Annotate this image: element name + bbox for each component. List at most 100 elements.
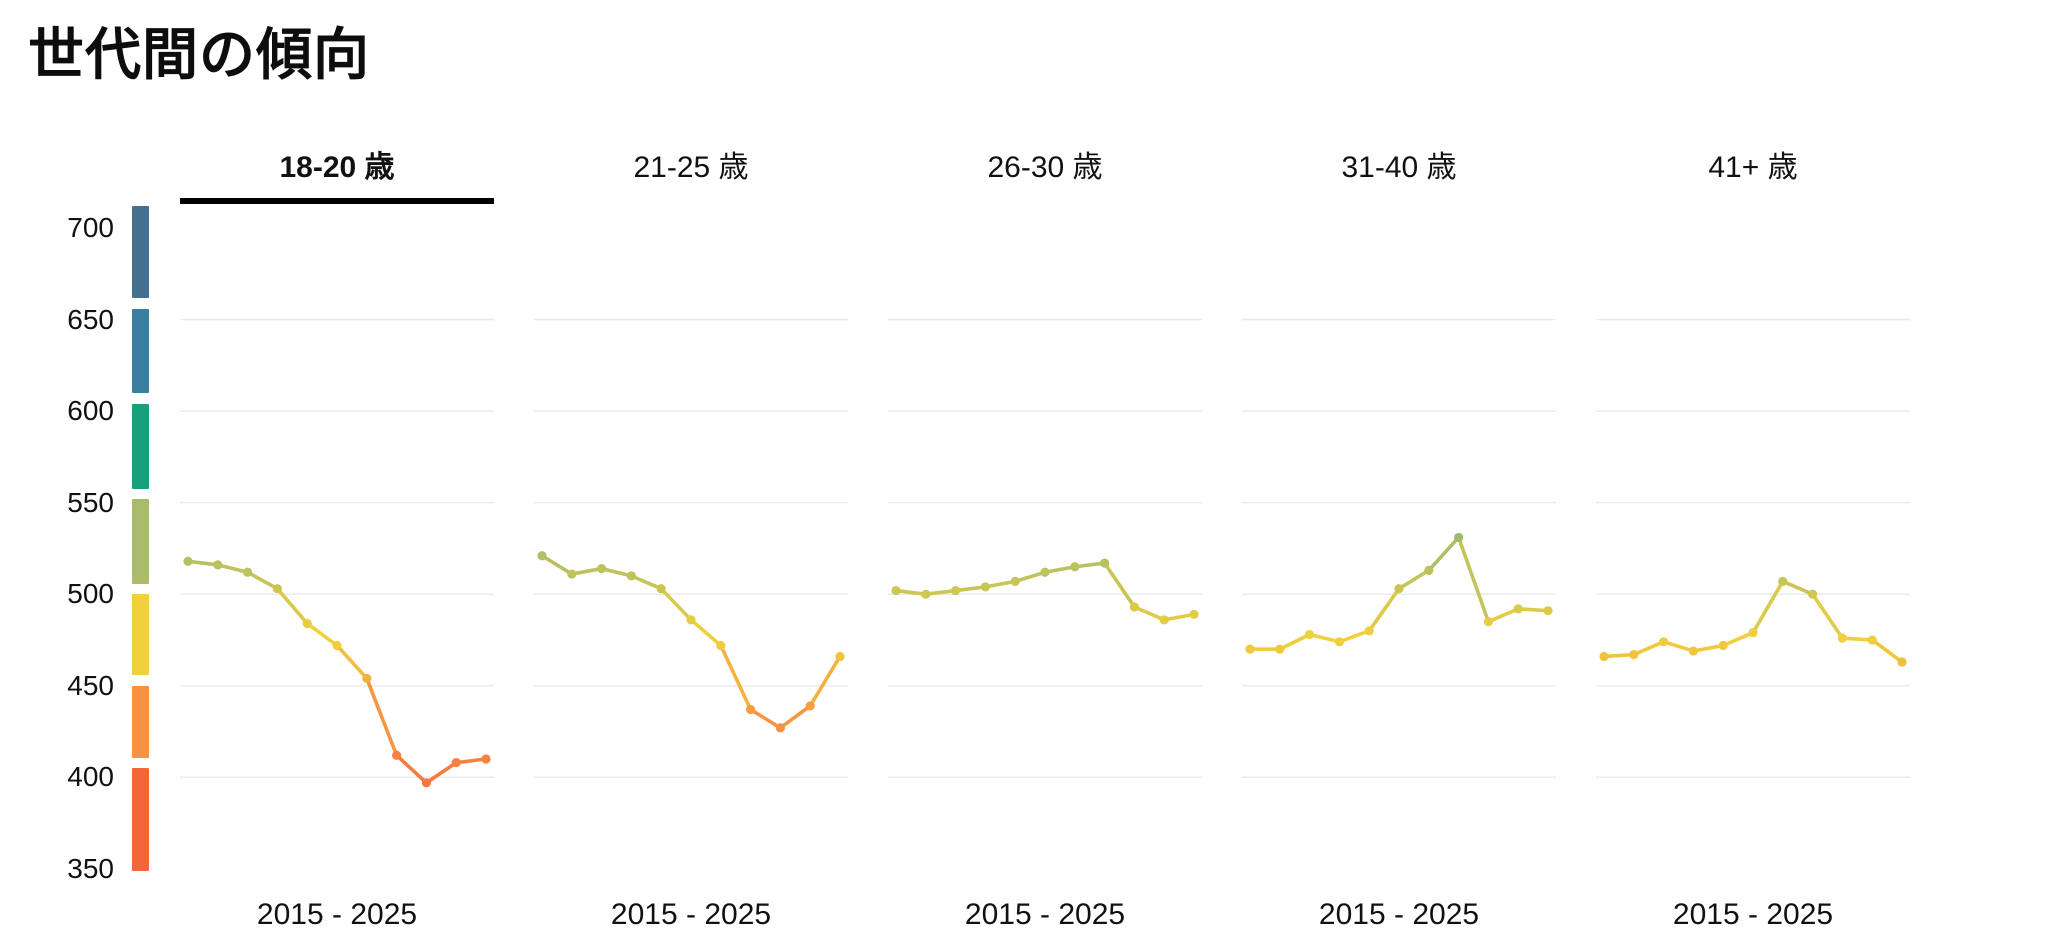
- data-point-marker: [243, 567, 253, 577]
- data-point-marker: [1599, 651, 1609, 662]
- data-point-marker: [183, 556, 193, 566]
- data-point-marker: [1659, 637, 1669, 647]
- data-point-marker: [1718, 640, 1728, 651]
- data-point-marker: [362, 673, 372, 684]
- data-point-marker: [1454, 532, 1464, 543]
- data-point-marker: [656, 584, 666, 594]
- data-point-marker: [1275, 644, 1285, 654]
- data-point-marker: [626, 571, 636, 581]
- line-chart: [1596, 318, 1910, 779]
- data-point-marker: [272, 584, 282, 594]
- data-point-marker: [1010, 576, 1020, 586]
- data-point-marker: [481, 754, 491, 764]
- data-point-marker: [302, 618, 312, 629]
- series-line: [540, 553, 842, 730]
- x-axis-label: 2015 - 2025: [256, 898, 418, 931]
- line-chart: [1242, 318, 1556, 779]
- data-point-marker: [1897, 657, 1907, 667]
- data-point-marker: [1748, 628, 1758, 638]
- panel-title-tab[interactable]: 18-20 歳: [279, 151, 395, 184]
- gridlines: [534, 318, 848, 779]
- data-point-marker: [567, 569, 577, 579]
- series-line: [1602, 579, 1904, 664]
- data-point-marker: [1867, 635, 1877, 645]
- gridlines: [1596, 318, 1910, 779]
- x-axis-label: 2015 - 2025: [1318, 898, 1480, 931]
- data-point-marker: [775, 723, 785, 733]
- color-scale-segment: [132, 498, 149, 584]
- panel-title-tab[interactable]: 31-40 歳: [1341, 151, 1457, 184]
- data-point-marker: [1513, 604, 1523, 614]
- y-tick-label: 450: [67, 669, 114, 701]
- color-scale-segment: [132, 403, 149, 489]
- data-point-marker: [451, 758, 461, 768]
- data-point-marker: [1305, 629, 1315, 640]
- data-point-marker: [746, 704, 756, 715]
- gridlines: [180, 318, 494, 779]
- y-tick-label: 600: [67, 395, 114, 427]
- selection-indicator: [1596, 198, 1910, 204]
- y-tick-label: 650: [67, 303, 114, 335]
- data-point-marker: [1364, 626, 1374, 636]
- data-point-marker: [1424, 565, 1434, 575]
- x-axis-label: 2015 - 2025: [1672, 898, 1834, 931]
- data-point-marker: [1394, 584, 1404, 594]
- data-point-marker: [921, 589, 931, 599]
- data-point-marker: [891, 585, 901, 596]
- data-point-marker: [951, 585, 961, 596]
- line-chart: [888, 318, 1202, 779]
- panel-3: 31-40 歳 2015 - 2025: [1242, 148, 1556, 932]
- data-point-marker: [716, 640, 726, 651]
- gridlines: [888, 318, 1202, 779]
- data-point-marker: [1070, 562, 1080, 572]
- panel-2: 26-30 歳 2015 - 2025: [888, 148, 1202, 932]
- series-line: [1248, 535, 1550, 651]
- data-point-marker: [835, 651, 845, 662]
- color-scale-bar: [132, 148, 149, 937]
- panel-4: 41+ 歳 2015 - 2025: [1596, 148, 1910, 932]
- color-scale-segment: [132, 768, 149, 872]
- color-scale-segment: [132, 685, 149, 758]
- selection-indicator: [888, 198, 1202, 204]
- series-line: [186, 559, 488, 785]
- panel-0: 18-20 歳 2015 - 2025: [180, 148, 494, 932]
- data-point-marker: [805, 701, 815, 711]
- data-point-marker: [1808, 589, 1818, 599]
- data-point-marker: [1778, 576, 1788, 586]
- panel-title-tab[interactable]: 21-25 歳: [633, 151, 749, 184]
- chart-area: 700 650 600 550 500 450 400 350 18-20 歳 2015 - 2…: [0, 148, 2065, 937]
- data-point-marker: [597, 563, 607, 574]
- data-point-marker: [332, 640, 342, 651]
- panel-title-tab[interactable]: 26-30 歳: [987, 151, 1103, 184]
- data-point-marker: [421, 778, 431, 788]
- panel-title-tab[interactable]: 41+ 歳: [1708, 151, 1798, 184]
- chart-panels: 18-20 歳 2015 - 2025 21-25 歳 2015 - 2025 26-3…: [180, 148, 1910, 932]
- selection-indicator: [1242, 198, 1556, 204]
- color-scale-segment: [132, 206, 149, 299]
- data-point-marker: [1129, 602, 1139, 612]
- data-point-marker: [537, 551, 547, 561]
- page-title: 世代間の傾向: [28, 23, 370, 86]
- line-chart: [534, 318, 848, 779]
- x-axis-label: 2015 - 2025: [610, 898, 772, 931]
- y-tick-label: 700: [67, 212, 114, 243]
- line-chart: [180, 318, 494, 788]
- data-point-marker: [1629, 650, 1639, 660]
- selection-indicator: [534, 198, 848, 204]
- data-point-marker: [1688, 646, 1698, 656]
- y-tick-label: 550: [67, 486, 114, 518]
- selection-indicator: [180, 198, 494, 204]
- color-scale-segment: [132, 308, 149, 394]
- data-point-marker: [1245, 644, 1255, 654]
- y-tick-label: 400: [67, 761, 114, 793]
- data-point-marker: [1543, 606, 1553, 616]
- data-point-marker: [1189, 609, 1199, 619]
- x-axis-label: 2015 - 2025: [964, 898, 1126, 931]
- series-line: [894, 561, 1196, 622]
- y-tick-label: 350: [67, 852, 114, 884]
- data-point-marker: [392, 750, 402, 760]
- data-point-marker: [1159, 615, 1169, 625]
- data-point-marker: [980, 582, 990, 592]
- data-point-marker: [1100, 558, 1110, 568]
- gridlines: [1242, 318, 1556, 779]
